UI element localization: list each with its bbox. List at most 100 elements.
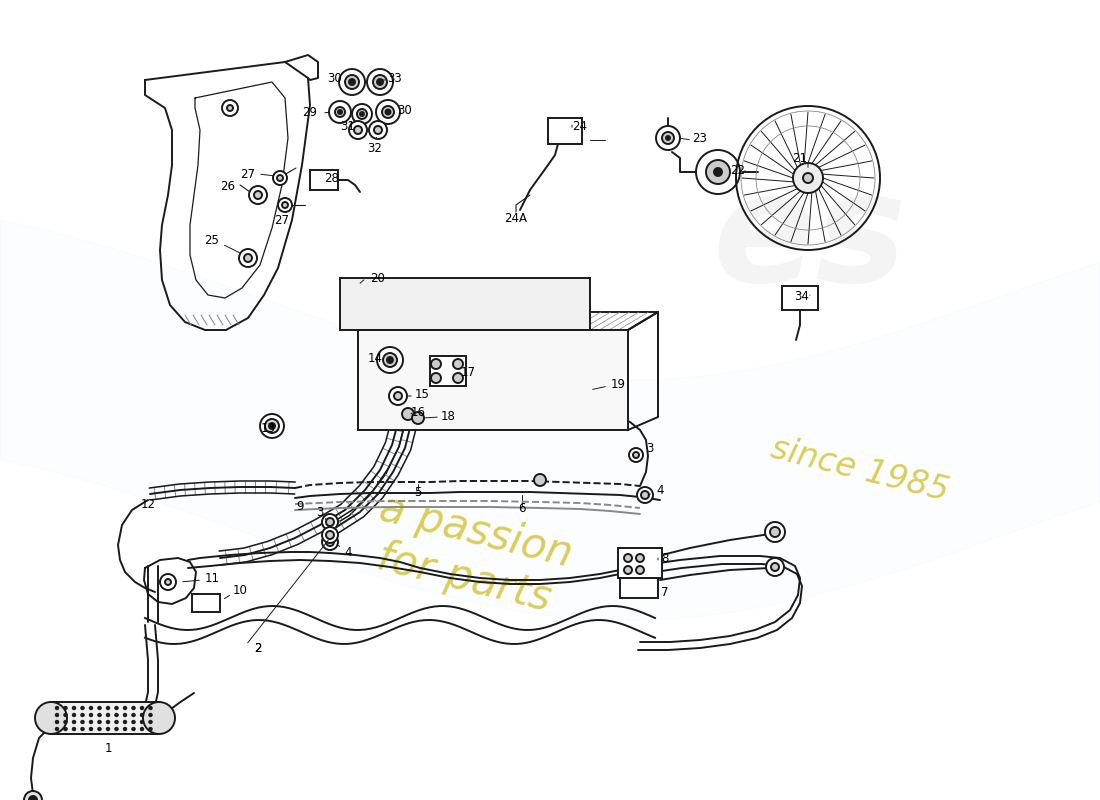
Circle shape (64, 720, 67, 724)
Circle shape (249, 186, 267, 204)
Circle shape (706, 160, 730, 184)
Circle shape (377, 79, 383, 85)
Circle shape (771, 563, 779, 571)
Circle shape (402, 408, 414, 420)
Circle shape (637, 487, 653, 503)
Circle shape (360, 112, 364, 116)
Circle shape (140, 720, 144, 724)
Circle shape (534, 474, 546, 486)
Circle shape (656, 126, 680, 150)
Text: 25: 25 (205, 234, 219, 246)
Text: 33: 33 (387, 71, 403, 85)
Circle shape (641, 491, 649, 499)
Circle shape (326, 538, 334, 546)
Circle shape (140, 727, 144, 731)
Circle shape (72, 706, 76, 710)
Circle shape (98, 727, 101, 731)
Text: 31: 31 (341, 119, 355, 133)
Circle shape (714, 168, 722, 176)
Circle shape (322, 514, 338, 530)
Circle shape (123, 713, 126, 717)
Text: 20: 20 (371, 271, 385, 285)
Text: since 1985: since 1985 (768, 432, 953, 508)
Circle shape (106, 727, 110, 731)
Circle shape (431, 359, 441, 369)
Circle shape (322, 534, 338, 550)
Circle shape (367, 69, 393, 95)
Circle shape (64, 713, 67, 717)
Text: 4: 4 (344, 546, 352, 558)
Text: 28: 28 (324, 171, 340, 185)
Text: 30: 30 (397, 103, 412, 117)
Bar (620, 578, 658, 598)
Circle shape (148, 727, 153, 731)
Circle shape (624, 566, 632, 574)
Circle shape (72, 727, 76, 731)
Circle shape (453, 373, 463, 383)
Circle shape (629, 448, 644, 462)
Circle shape (278, 198, 292, 212)
Text: 24A: 24A (505, 211, 528, 225)
Circle shape (329, 101, 351, 123)
Text: 32: 32 (367, 142, 383, 154)
Circle shape (368, 121, 387, 139)
Circle shape (24, 791, 42, 800)
Text: a passion
for parts: a passion for parts (363, 487, 576, 623)
Circle shape (666, 136, 670, 140)
Circle shape (64, 727, 67, 731)
Circle shape (636, 554, 644, 562)
Text: 7: 7 (661, 586, 669, 598)
Circle shape (29, 796, 37, 800)
Circle shape (764, 522, 785, 542)
Circle shape (244, 254, 252, 262)
Circle shape (349, 79, 355, 85)
Circle shape (114, 720, 119, 724)
Circle shape (354, 126, 362, 134)
Text: 29: 29 (302, 106, 318, 118)
Circle shape (270, 423, 275, 429)
Text: 24: 24 (572, 119, 587, 133)
Text: 34: 34 (794, 290, 810, 302)
Circle shape (72, 720, 76, 724)
Circle shape (339, 69, 365, 95)
Text: 8: 8 (661, 551, 669, 565)
Circle shape (382, 106, 394, 118)
Circle shape (64, 706, 67, 710)
Circle shape (273, 171, 287, 185)
Text: 1: 1 (104, 742, 112, 754)
Bar (782, 286, 818, 310)
Circle shape (72, 713, 76, 717)
Circle shape (123, 727, 126, 731)
Circle shape (148, 720, 153, 724)
Circle shape (338, 110, 342, 114)
Text: 13: 13 (261, 422, 275, 434)
Circle shape (132, 713, 135, 717)
Text: 6: 6 (518, 502, 526, 514)
Circle shape (106, 720, 110, 724)
Text: 3: 3 (647, 442, 653, 454)
Text: 9: 9 (296, 499, 304, 513)
Circle shape (374, 126, 382, 134)
Circle shape (326, 531, 334, 539)
Circle shape (132, 727, 135, 731)
Bar (310, 170, 338, 190)
Circle shape (385, 110, 390, 114)
Text: 14: 14 (367, 351, 383, 365)
Circle shape (803, 173, 813, 183)
Circle shape (143, 702, 175, 734)
Circle shape (793, 163, 823, 193)
Bar (618, 548, 662, 578)
Circle shape (377, 347, 403, 373)
Text: 3: 3 (317, 506, 323, 518)
Circle shape (696, 150, 740, 194)
Circle shape (98, 706, 101, 710)
Circle shape (260, 414, 284, 438)
Text: 2: 2 (254, 642, 262, 654)
Text: 30: 30 (328, 71, 342, 85)
Text: 27: 27 (275, 214, 289, 226)
Text: 26: 26 (220, 179, 235, 193)
Circle shape (35, 702, 67, 734)
Circle shape (636, 566, 644, 574)
Circle shape (140, 706, 144, 710)
Circle shape (114, 706, 119, 710)
